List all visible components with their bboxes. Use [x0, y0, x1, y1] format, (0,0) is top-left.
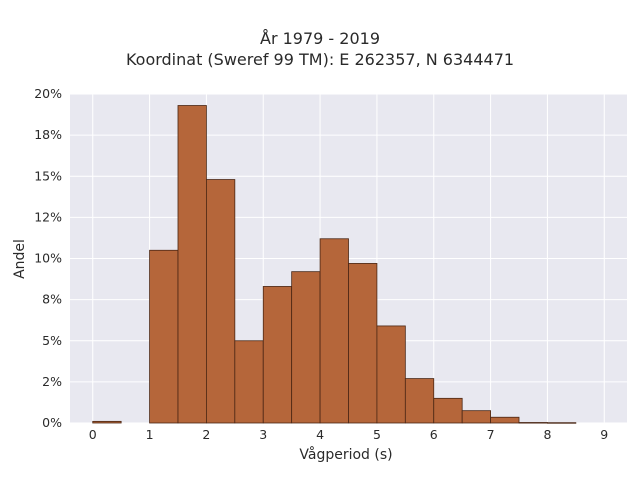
- y-tick-label: 0%: [42, 415, 62, 430]
- histogram-bar: [291, 271, 321, 424]
- x-tick-label: 4: [316, 427, 324, 442]
- x-tick-label: 2: [202, 427, 210, 442]
- histogram-bar: [262, 286, 293, 424]
- y-tick-label: 10%: [34, 251, 62, 266]
- histogram-bar: [461, 410, 491, 424]
- x-tick-label: 8: [543, 427, 551, 442]
- x-tick-label: 1: [146, 427, 154, 442]
- x-tick-label: 3: [259, 427, 267, 442]
- histogram-bar: [177, 105, 207, 424]
- x-axis-label: Vågperiod (s): [299, 447, 393, 463]
- y-tick-label: 18%: [34, 127, 62, 142]
- histogram-bar: [490, 416, 520, 424]
- histogram-bar: [348, 263, 378, 424]
- histogram-bar: [206, 179, 236, 424]
- chart-title-line-2: Koordinat (Sweref 99 TM): E 262357, N 63…: [125, 50, 515, 69]
- x-tick-label: 6: [430, 427, 438, 442]
- y-tick-label: 2%: [42, 374, 62, 389]
- histogram-bar: [404, 378, 435, 424]
- histogram-bar: [92, 420, 122, 424]
- histogram-bar: [149, 249, 179, 424]
- y-tick-label: 5%: [42, 333, 62, 348]
- y-tick-label: 12%: [34, 209, 62, 224]
- x-tick-label: 0: [89, 427, 97, 442]
- x-tick-label: 5: [373, 427, 381, 442]
- histogram-bar: [433, 397, 463, 424]
- y-tick-label: 8%: [42, 292, 62, 307]
- histogram-bar: [234, 340, 264, 424]
- histogram-bar: [518, 422, 548, 424]
- y-axis-label: Andel: [12, 239, 28, 279]
- histogram-bar: [319, 238, 349, 424]
- x-tick-label: 9: [600, 427, 608, 442]
- histogram-bar: [547, 422, 577, 424]
- y-tick-label: 20%: [34, 86, 62, 101]
- chart-title-line-1: År 1979 - 2019: [260, 29, 380, 48]
- histogram-bar: [376, 325, 406, 424]
- y-tick-label: 15%: [34, 168, 62, 183]
- x-tick-label: 7: [487, 427, 495, 442]
